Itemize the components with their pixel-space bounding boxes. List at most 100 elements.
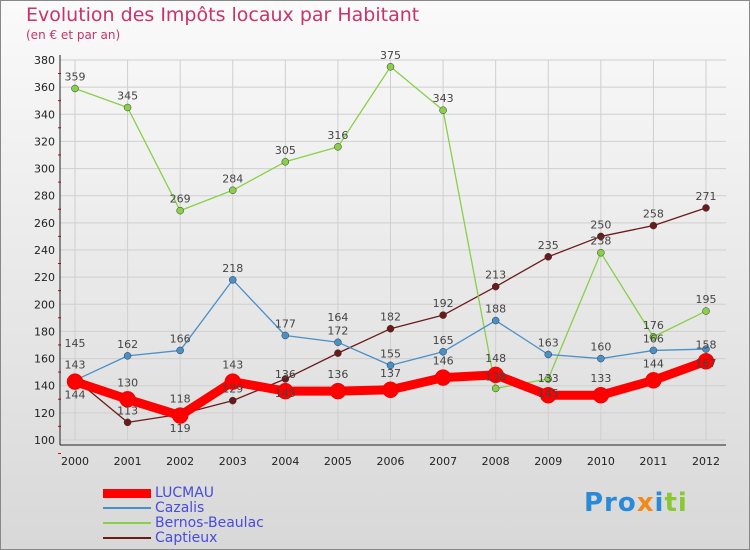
- data-label: 176: [643, 319, 664, 332]
- y-tick-label: 140: [34, 380, 55, 393]
- data-point: [334, 143, 342, 151]
- data-point: [66, 373, 84, 390]
- x-tick-label: 2002: [166, 455, 194, 468]
- data-label: 133: [590, 372, 611, 385]
- data-point: [334, 349, 342, 357]
- data-label: 172: [327, 324, 348, 337]
- y-tick-label: 100: [34, 434, 55, 447]
- legend-item: LUCMAU: [155, 485, 215, 501]
- data-label: 133: [538, 372, 559, 385]
- data-point: [386, 324, 395, 333]
- legend-item: Captieux: [155, 530, 218, 546]
- data-label: 195: [696, 293, 717, 306]
- data-label: 188: [485, 303, 506, 316]
- data-label: 119: [170, 422, 191, 435]
- data-label: 118: [170, 393, 191, 406]
- data-point: [544, 350, 552, 359]
- data-point: [645, 372, 662, 389]
- data-point: [702, 204, 710, 212]
- data-label: 145: [65, 337, 86, 350]
- data-label: 271: [696, 190, 717, 203]
- data-label: 359: [65, 71, 86, 84]
- data-label: 160: [590, 341, 611, 354]
- data-label: 250: [590, 218, 611, 231]
- x-tick-label: 2012: [692, 455, 720, 468]
- data-point: [176, 206, 184, 215]
- data-point: [171, 407, 189, 424]
- data-point: [434, 369, 452, 386]
- data-point: [329, 382, 347, 400]
- data-label: 113: [117, 404, 138, 417]
- y-tick-label: 220: [34, 271, 55, 284]
- y-tick-label: 300: [34, 163, 55, 176]
- proxiti-logo: Proxiti: [584, 488, 688, 518]
- data-label: 177: [275, 318, 296, 331]
- y-tick-label: 160: [34, 353, 55, 366]
- data-label: 258: [643, 208, 664, 221]
- data-point: [382, 381, 399, 399]
- y-tick-label: 380: [34, 54, 55, 67]
- data-label: 284: [222, 172, 243, 185]
- data-label: 162: [117, 338, 138, 351]
- data-label: 305: [275, 144, 296, 157]
- data-point: [229, 276, 237, 284]
- data-point: [119, 391, 136, 408]
- data-point: [702, 307, 710, 315]
- data-point: [649, 221, 658, 230]
- data-label: 238: [590, 235, 611, 248]
- data-label: 316: [327, 129, 348, 142]
- x-tick-label: 2000: [61, 455, 89, 468]
- y-tick-label: 340: [34, 108, 55, 121]
- data-label: 165: [433, 334, 454, 347]
- x-tick-label: 2004: [271, 455, 299, 468]
- data-label: 138: [485, 370, 506, 383]
- data-point: [386, 63, 395, 71]
- chart-subtitle: (en € et par an): [26, 28, 121, 42]
- data-label: 144: [65, 388, 86, 401]
- data-point: [544, 375, 552, 383]
- x-tick-label: 2001: [114, 455, 142, 468]
- data-point: [544, 253, 552, 261]
- x-tick-label: 2009: [534, 455, 562, 468]
- legend-swatch: [103, 522, 151, 524]
- data-label: 166: [170, 332, 191, 345]
- data-point: [123, 352, 132, 360]
- data-label: 375: [380, 49, 401, 62]
- data-point: [597, 232, 605, 241]
- data-label: 145: [538, 387, 559, 400]
- data-point: [597, 248, 605, 257]
- data-point: [277, 382, 294, 400]
- x-tick-label: 2010: [587, 455, 615, 468]
- data-label: 130: [117, 376, 138, 389]
- data-point: [487, 366, 504, 384]
- data-label: 166: [643, 332, 664, 345]
- data-label: 146: [433, 355, 454, 368]
- legend-swatch: [103, 507, 151, 509]
- data-label: 144: [643, 357, 664, 370]
- data-label: 167: [696, 357, 717, 370]
- x-tick-label: 2006: [377, 455, 405, 468]
- data-label: 343: [433, 92, 454, 105]
- data-point: [592, 386, 610, 404]
- data-point: [649, 333, 658, 341]
- data-point: [439, 311, 447, 319]
- data-point: [491, 316, 500, 325]
- data-label: 182: [380, 311, 401, 324]
- data-label: 129: [222, 383, 243, 396]
- chart-title: Evolution des Impôts locaux par Habitant: [26, 4, 420, 26]
- data-point: [491, 282, 500, 291]
- x-tick-label: 2007: [429, 455, 457, 468]
- legend-swatch: [103, 489, 151, 498]
- data-label: 192: [433, 297, 454, 310]
- data-point: [281, 158, 290, 166]
- y-tick-label: 200: [34, 298, 55, 311]
- data-point: [224, 373, 241, 390]
- data-point: [597, 354, 605, 363]
- data-point: [281, 331, 290, 340]
- y-tick-label: 120: [34, 407, 55, 420]
- legend-item: Cazalis: [155, 500, 205, 516]
- data-label: 136: [327, 368, 348, 381]
- data-label: 143: [65, 359, 86, 372]
